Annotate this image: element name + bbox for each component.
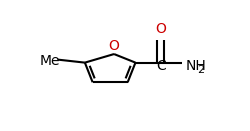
- Text: O: O: [108, 39, 119, 53]
- Text: Me: Me: [40, 54, 60, 68]
- Text: O: O: [155, 22, 166, 36]
- Text: 2: 2: [197, 65, 204, 75]
- Text: NH: NH: [185, 59, 206, 73]
- Text: C: C: [155, 59, 165, 73]
